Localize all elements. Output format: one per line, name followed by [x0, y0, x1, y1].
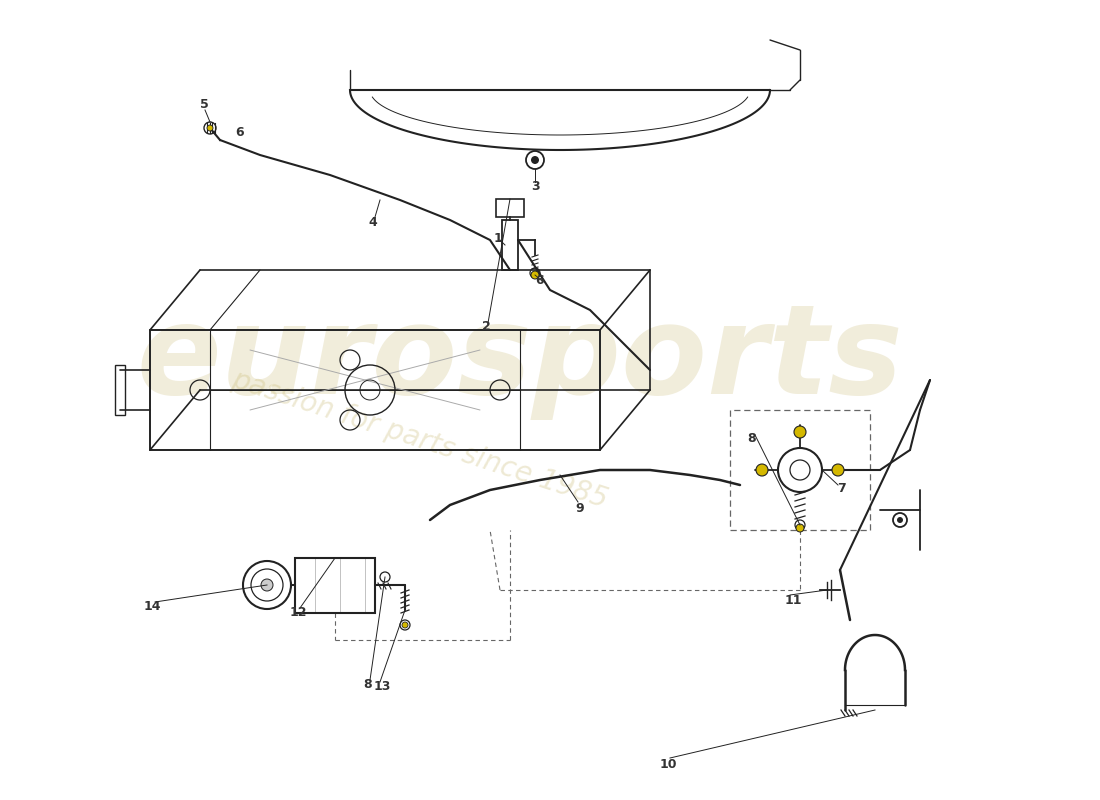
Text: 1: 1 [494, 231, 503, 245]
Text: 13: 13 [373, 681, 390, 694]
Bar [295, 558, 375, 613]
Text: 14: 14 [143, 599, 161, 613]
Circle shape [531, 156, 539, 164]
Circle shape [896, 517, 903, 523]
Circle shape [207, 125, 213, 131]
Circle shape [832, 464, 844, 476]
Text: 3: 3 [530, 181, 539, 194]
Text: passion for parts since 1985: passion for parts since 1985 [229, 366, 612, 514]
Circle shape [756, 464, 768, 476]
Circle shape [531, 271, 539, 279]
Text: 8: 8 [748, 431, 757, 445]
Circle shape [794, 426, 806, 438]
Text: 12: 12 [289, 606, 307, 618]
Text: 4: 4 [368, 215, 377, 229]
Text: 9: 9 [575, 502, 584, 514]
Circle shape [402, 622, 408, 628]
Text: 11: 11 [784, 594, 802, 606]
Bar [496, 199, 524, 217]
Text: 6: 6 [235, 126, 244, 138]
Text: 8: 8 [364, 678, 372, 691]
Text: 10: 10 [659, 758, 676, 770]
Text: 6: 6 [536, 274, 544, 286]
Bar [116, 365, 125, 415]
Text: 2: 2 [482, 319, 491, 333]
Circle shape [261, 579, 273, 591]
Bar [502, 220, 518, 270]
Text: eurosports: eurosports [136, 299, 903, 421]
Circle shape [796, 524, 804, 532]
Text: 7: 7 [837, 482, 846, 494]
Text: 5: 5 [199, 98, 208, 111]
